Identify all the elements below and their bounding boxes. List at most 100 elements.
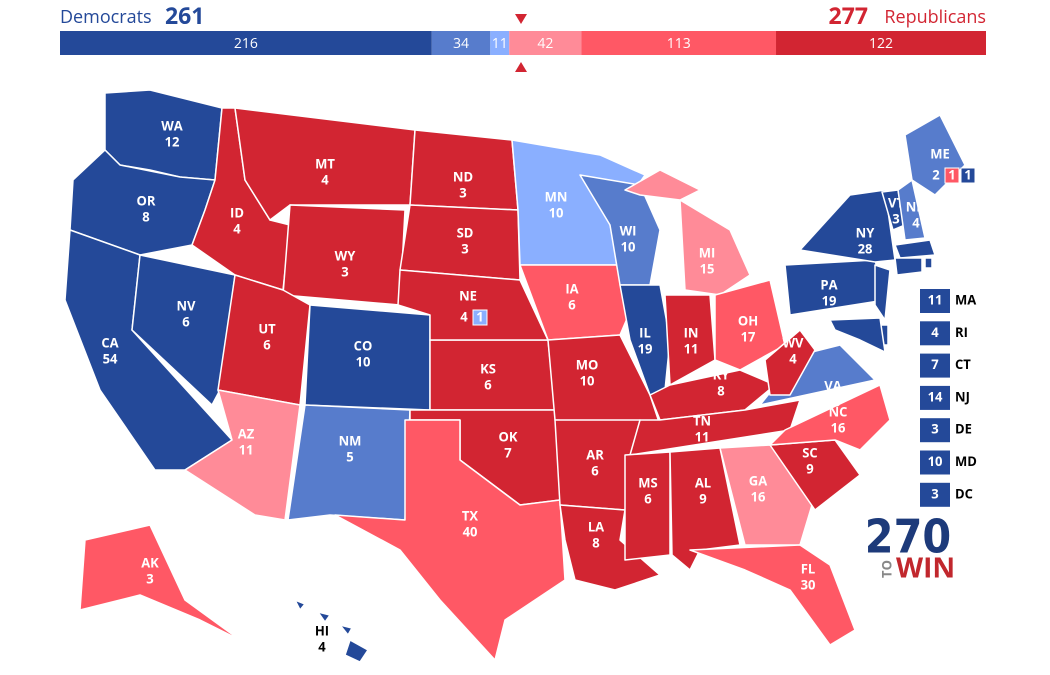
state-abbr: OH xyxy=(738,311,758,329)
state-votes: 7 xyxy=(504,443,512,461)
state-votes: 3 xyxy=(461,239,468,257)
state-abbr: ID xyxy=(230,203,244,221)
dem-total: 261 xyxy=(165,0,204,31)
state-votes: 7 xyxy=(931,355,939,373)
state-votes: 10 xyxy=(580,371,595,389)
bar-label: 113 xyxy=(667,34,691,53)
state-votes: 14 xyxy=(928,387,943,405)
state-abbr: MN xyxy=(545,187,568,205)
bar-label: 42 xyxy=(537,34,553,53)
state-abbr: IN xyxy=(684,323,699,341)
bar-label: 11 xyxy=(492,34,508,53)
state-votes: 8 xyxy=(142,207,149,225)
state xyxy=(559,504,661,591)
bar-segment xyxy=(431,31,491,55)
bar-label: 34 xyxy=(453,34,469,53)
state xyxy=(399,204,521,281)
bar-segment xyxy=(60,31,432,55)
bar-segment xyxy=(581,31,777,55)
state-abbr: ND xyxy=(453,167,473,185)
state-votes: 4 xyxy=(321,170,329,188)
state-abbr: NC xyxy=(829,402,848,420)
state-abbr: OK xyxy=(499,427,518,445)
state-abbr: PA xyxy=(820,275,837,293)
state-abbr: LA xyxy=(588,517,604,535)
district-box xyxy=(944,167,960,184)
state-abbr: ME xyxy=(930,144,950,162)
state-votes: 3 xyxy=(146,569,153,587)
state-abbr: CO xyxy=(354,336,373,354)
state-abbr: FL xyxy=(801,559,815,577)
state-abbr: KS xyxy=(480,359,496,377)
state-abbr: MO xyxy=(576,355,599,373)
state-votes: 12 xyxy=(165,132,180,150)
logo-number: 270 xyxy=(865,510,951,564)
state xyxy=(339,624,353,636)
state-abbr: IL xyxy=(639,323,651,341)
state-abbr: AL xyxy=(695,473,711,491)
district-box xyxy=(960,167,976,184)
state-votes: 17 xyxy=(741,327,756,345)
state-votes: 3 xyxy=(931,484,938,502)
state-votes: 54 xyxy=(103,349,118,367)
state-votes: 10 xyxy=(621,237,636,255)
state xyxy=(897,179,926,241)
state-abbr: OR xyxy=(137,191,156,209)
state xyxy=(799,189,896,263)
state-box xyxy=(920,482,950,507)
state-votes: 16 xyxy=(831,418,846,436)
state-votes: 30 xyxy=(801,575,816,593)
state-abbr: MA xyxy=(955,290,976,308)
state-votes: 11 xyxy=(928,290,943,308)
state xyxy=(334,419,566,661)
state-votes: 8 xyxy=(717,381,724,399)
state-abbr: MT xyxy=(315,154,335,172)
state-votes: 6 xyxy=(568,295,576,313)
state-votes: 28 xyxy=(858,239,873,257)
state xyxy=(217,274,311,406)
district-votes: 2 xyxy=(932,165,940,183)
state-votes: 9 xyxy=(699,489,706,507)
state-abbr: CT xyxy=(955,355,971,373)
state-abbr: MI xyxy=(699,243,716,261)
state-abbr: WI xyxy=(620,221,637,239)
state-abbr: AZ xyxy=(238,424,255,442)
state-abbr: RI xyxy=(955,323,968,341)
state-abbr: TX xyxy=(462,506,479,524)
state xyxy=(344,639,369,663)
state-abbr: GA xyxy=(749,471,767,489)
state-abbr: MD xyxy=(955,452,977,470)
state xyxy=(679,199,751,296)
state-votes: 19 xyxy=(638,339,653,357)
state xyxy=(894,239,936,259)
state-votes: 13 xyxy=(826,392,841,410)
state xyxy=(769,384,891,451)
state-votes: 19 xyxy=(822,291,837,309)
state-abbr: VA xyxy=(824,376,841,394)
district-votes: 1 xyxy=(964,165,971,183)
midpoint-marker xyxy=(515,14,527,24)
state-votes: 3 xyxy=(459,183,466,201)
district-votes: 4 xyxy=(460,307,468,325)
state xyxy=(79,524,241,641)
state-votes: 6 xyxy=(591,461,599,479)
bar-segment xyxy=(490,31,510,55)
state-abbr: WA xyxy=(161,116,183,134)
state-abbr: MS xyxy=(638,473,657,491)
state-votes: 8 xyxy=(592,533,599,551)
state-abbr: IA xyxy=(565,279,578,297)
district-votes: 1 xyxy=(948,165,955,183)
bar-segment xyxy=(509,31,582,55)
state-votes: 5 xyxy=(346,447,353,465)
state-votes: 10 xyxy=(549,203,564,221)
state-abbr: NH xyxy=(906,197,927,215)
state-votes: 16 xyxy=(751,487,766,505)
state xyxy=(714,279,786,371)
state-abbr: NM xyxy=(339,431,362,449)
state-votes: 11 xyxy=(695,427,710,445)
state-votes: 4 xyxy=(789,349,797,367)
state xyxy=(874,264,891,321)
state xyxy=(689,544,856,646)
state-abbr: NV xyxy=(176,296,196,314)
